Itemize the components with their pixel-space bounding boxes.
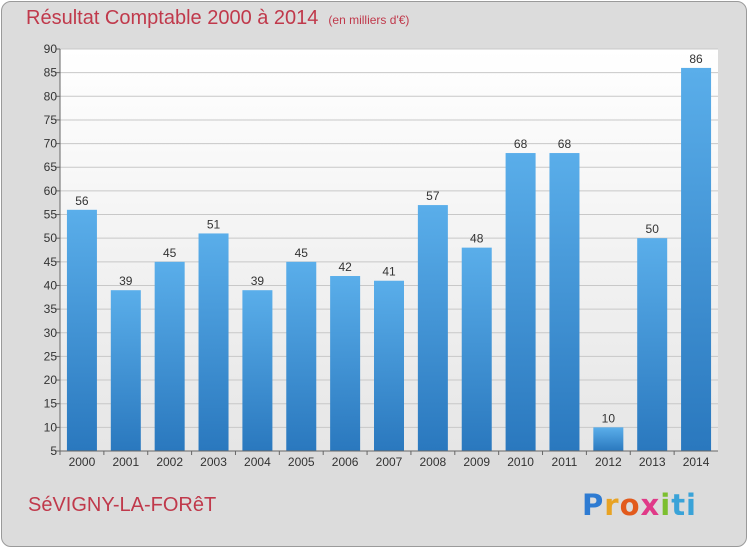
y-tick-label: 55 (44, 208, 58, 222)
data-label: 50 (646, 222, 660, 236)
chart-subtitle: (en milliers d'€) (328, 13, 410, 27)
data-label: 51 (207, 217, 221, 231)
y-tick-label: 70 (44, 137, 58, 151)
bar (681, 67, 712, 451)
logo-part: r (604, 488, 620, 522)
bar (242, 290, 273, 451)
x-tick-label: 2014 (683, 455, 710, 469)
bar (330, 276, 361, 451)
chart-title: Résultat Comptable 2000 à 2014 (en millie… (26, 7, 409, 30)
proxiti-logo: Proxiti (582, 488, 697, 522)
logo-part: x (640, 488, 661, 522)
x-tick-label: 2013 (639, 455, 666, 469)
bar (154, 261, 185, 451)
x-tick-label: 2002 (156, 455, 183, 469)
y-tick-label: 80 (44, 89, 58, 103)
bar (637, 238, 668, 451)
x-tick-label: 2003 (200, 455, 227, 469)
commune-name: SéVIGNY-LA-FORêT (28, 494, 217, 516)
data-label: 68 (558, 137, 572, 151)
bar (66, 209, 97, 451)
data-label: 45 (163, 246, 177, 260)
bar (593, 427, 624, 451)
logo-part: P (582, 488, 605, 522)
x-tick-label: 2011 (552, 455, 578, 469)
logo-part: o (619, 488, 641, 522)
bar (461, 247, 492, 451)
y-tick-label: 10 (44, 420, 58, 434)
data-label: 41 (382, 265, 396, 279)
y-tick-label: 30 (44, 326, 58, 340)
y-tick-label: 65 (44, 160, 58, 174)
bar (417, 205, 448, 451)
x-tick-label: 2001 (112, 455, 139, 469)
data-label: 45 (295, 246, 309, 260)
y-tick-label: 35 (44, 302, 58, 316)
y-tick-label: 25 (44, 349, 58, 363)
data-label: 57 (426, 189, 440, 203)
logo-part: ti (671, 488, 697, 522)
x-tick-label: 2008 (420, 455, 447, 469)
x-tick-label: 2009 (463, 455, 490, 469)
y-tick-label: 15 (44, 397, 58, 411)
bar (549, 153, 580, 451)
y-tick-label: 90 (44, 42, 58, 56)
data-label: 10 (602, 411, 616, 425)
data-label: 48 (470, 232, 484, 246)
x-tick-label: 2000 (69, 455, 96, 469)
y-tick-label: 75 (44, 113, 58, 127)
bar (110, 290, 141, 451)
bar (374, 280, 404, 451)
x-tick-label: 2006 (332, 455, 359, 469)
y-tick-label: 5 (50, 444, 57, 458)
data-label: 68 (514, 137, 528, 151)
data-label: 42 (338, 260, 352, 274)
x-tick-label: 2010 (507, 455, 534, 469)
data-label: 86 (689, 52, 703, 66)
x-tick-label: 2012 (595, 455, 622, 469)
x-tick-label: 2005 (288, 455, 315, 469)
bar (286, 261, 317, 451)
logo-part: i (660, 488, 672, 522)
y-tick-label: 60 (44, 184, 58, 198)
y-tick-label: 85 (44, 66, 58, 80)
bar (198, 233, 229, 451)
data-label: 39 (251, 274, 265, 288)
y-tick-label: 40 (44, 278, 58, 292)
y-tick-label: 45 (44, 255, 58, 269)
x-tick-label: 2007 (376, 455, 403, 469)
x-tick-label: 2004 (244, 455, 271, 469)
y-tick-label: 50 (44, 231, 58, 245)
data-label: 56 (75, 194, 89, 208)
bar (505, 153, 536, 451)
y-tick-label: 20 (44, 373, 58, 387)
data-label: 39 (119, 274, 133, 288)
title-text: Résultat Comptable 2000 à 2014 (26, 7, 319, 29)
